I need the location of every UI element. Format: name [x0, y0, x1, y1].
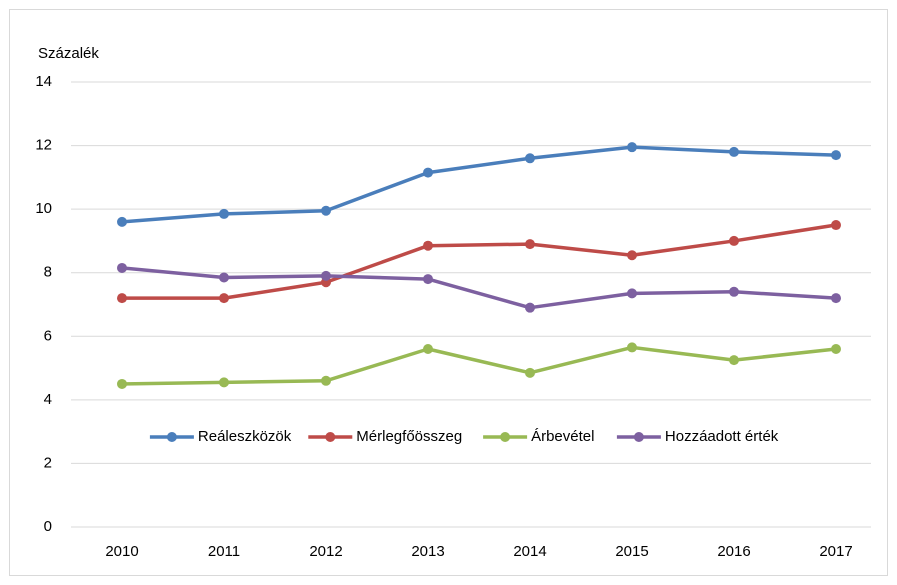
data-point: [627, 250, 637, 261]
data-point: [321, 375, 331, 386]
series-line: [121, 345, 837, 386]
legend-marker: [166, 432, 177, 442]
legend-label: Hozzáadott érték: [665, 428, 779, 445]
y-tick-label: 8: [44, 264, 52, 281]
x-tick-label: 2011: [208, 543, 240, 560]
data-point: [219, 272, 229, 283]
data-point: [627, 288, 637, 299]
x-tick-label: 2016: [717, 543, 750, 560]
data-point: [321, 205, 331, 216]
data-point: [729, 146, 739, 157]
data-point: [117, 216, 127, 227]
y-tick-label: 0: [44, 518, 52, 535]
data-point: [117, 378, 127, 389]
y-axis-label: Százalék: [38, 45, 99, 62]
data-point: [729, 286, 739, 297]
data-point: [219, 208, 229, 219]
data-point: [831, 150, 841, 161]
y-tick-label: 4: [44, 391, 52, 408]
legend-marker: [633, 432, 644, 442]
y-tick-label: 6: [44, 327, 52, 344]
data-point: [525, 302, 535, 313]
x-tick-label: 2010: [105, 543, 138, 560]
x-tick-label: 2015: [615, 543, 648, 560]
data-point: [423, 167, 433, 178]
legend-label: Mérlegfőösszeg: [356, 428, 462, 445]
series-line: [121, 266, 837, 310]
y-tick-label: 14: [35, 73, 52, 90]
data-point: [627, 342, 637, 353]
legend-label: Árbevétel: [531, 428, 594, 445]
y-tick-label: 2: [44, 454, 52, 471]
series-line: [122, 223, 837, 300]
data-point: [729, 355, 739, 366]
data-point: [525, 239, 535, 250]
data-point: [423, 240, 433, 251]
data-point: [525, 367, 535, 378]
data-point: [117, 262, 127, 273]
legend-marker: [500, 432, 511, 442]
y-tick-label: 10: [35, 200, 52, 217]
x-tick-label: 2012: [309, 543, 342, 560]
data-point: [219, 293, 229, 304]
x-tick-label: 2013: [411, 543, 444, 560]
data-point: [831, 344, 841, 354]
data-point: [831, 220, 841, 231]
data-point: [117, 293, 127, 304]
x-tick-label: 2017: [819, 543, 852, 560]
series-line: [121, 145, 837, 224]
x-tick-label: 2014: [513, 543, 546, 560]
data-point: [831, 293, 841, 304]
data-point: [525, 153, 535, 164]
legend-marker: [325, 432, 336, 442]
data-point: [627, 142, 637, 153]
data-point: [219, 377, 229, 388]
data-point: [423, 274, 433, 285]
legend-label: Reáleszközök: [198, 428, 292, 445]
data-point: [423, 344, 433, 354]
data-point: [729, 235, 739, 246]
data-point: [321, 270, 331, 281]
y-tick-label: 12: [35, 137, 52, 154]
